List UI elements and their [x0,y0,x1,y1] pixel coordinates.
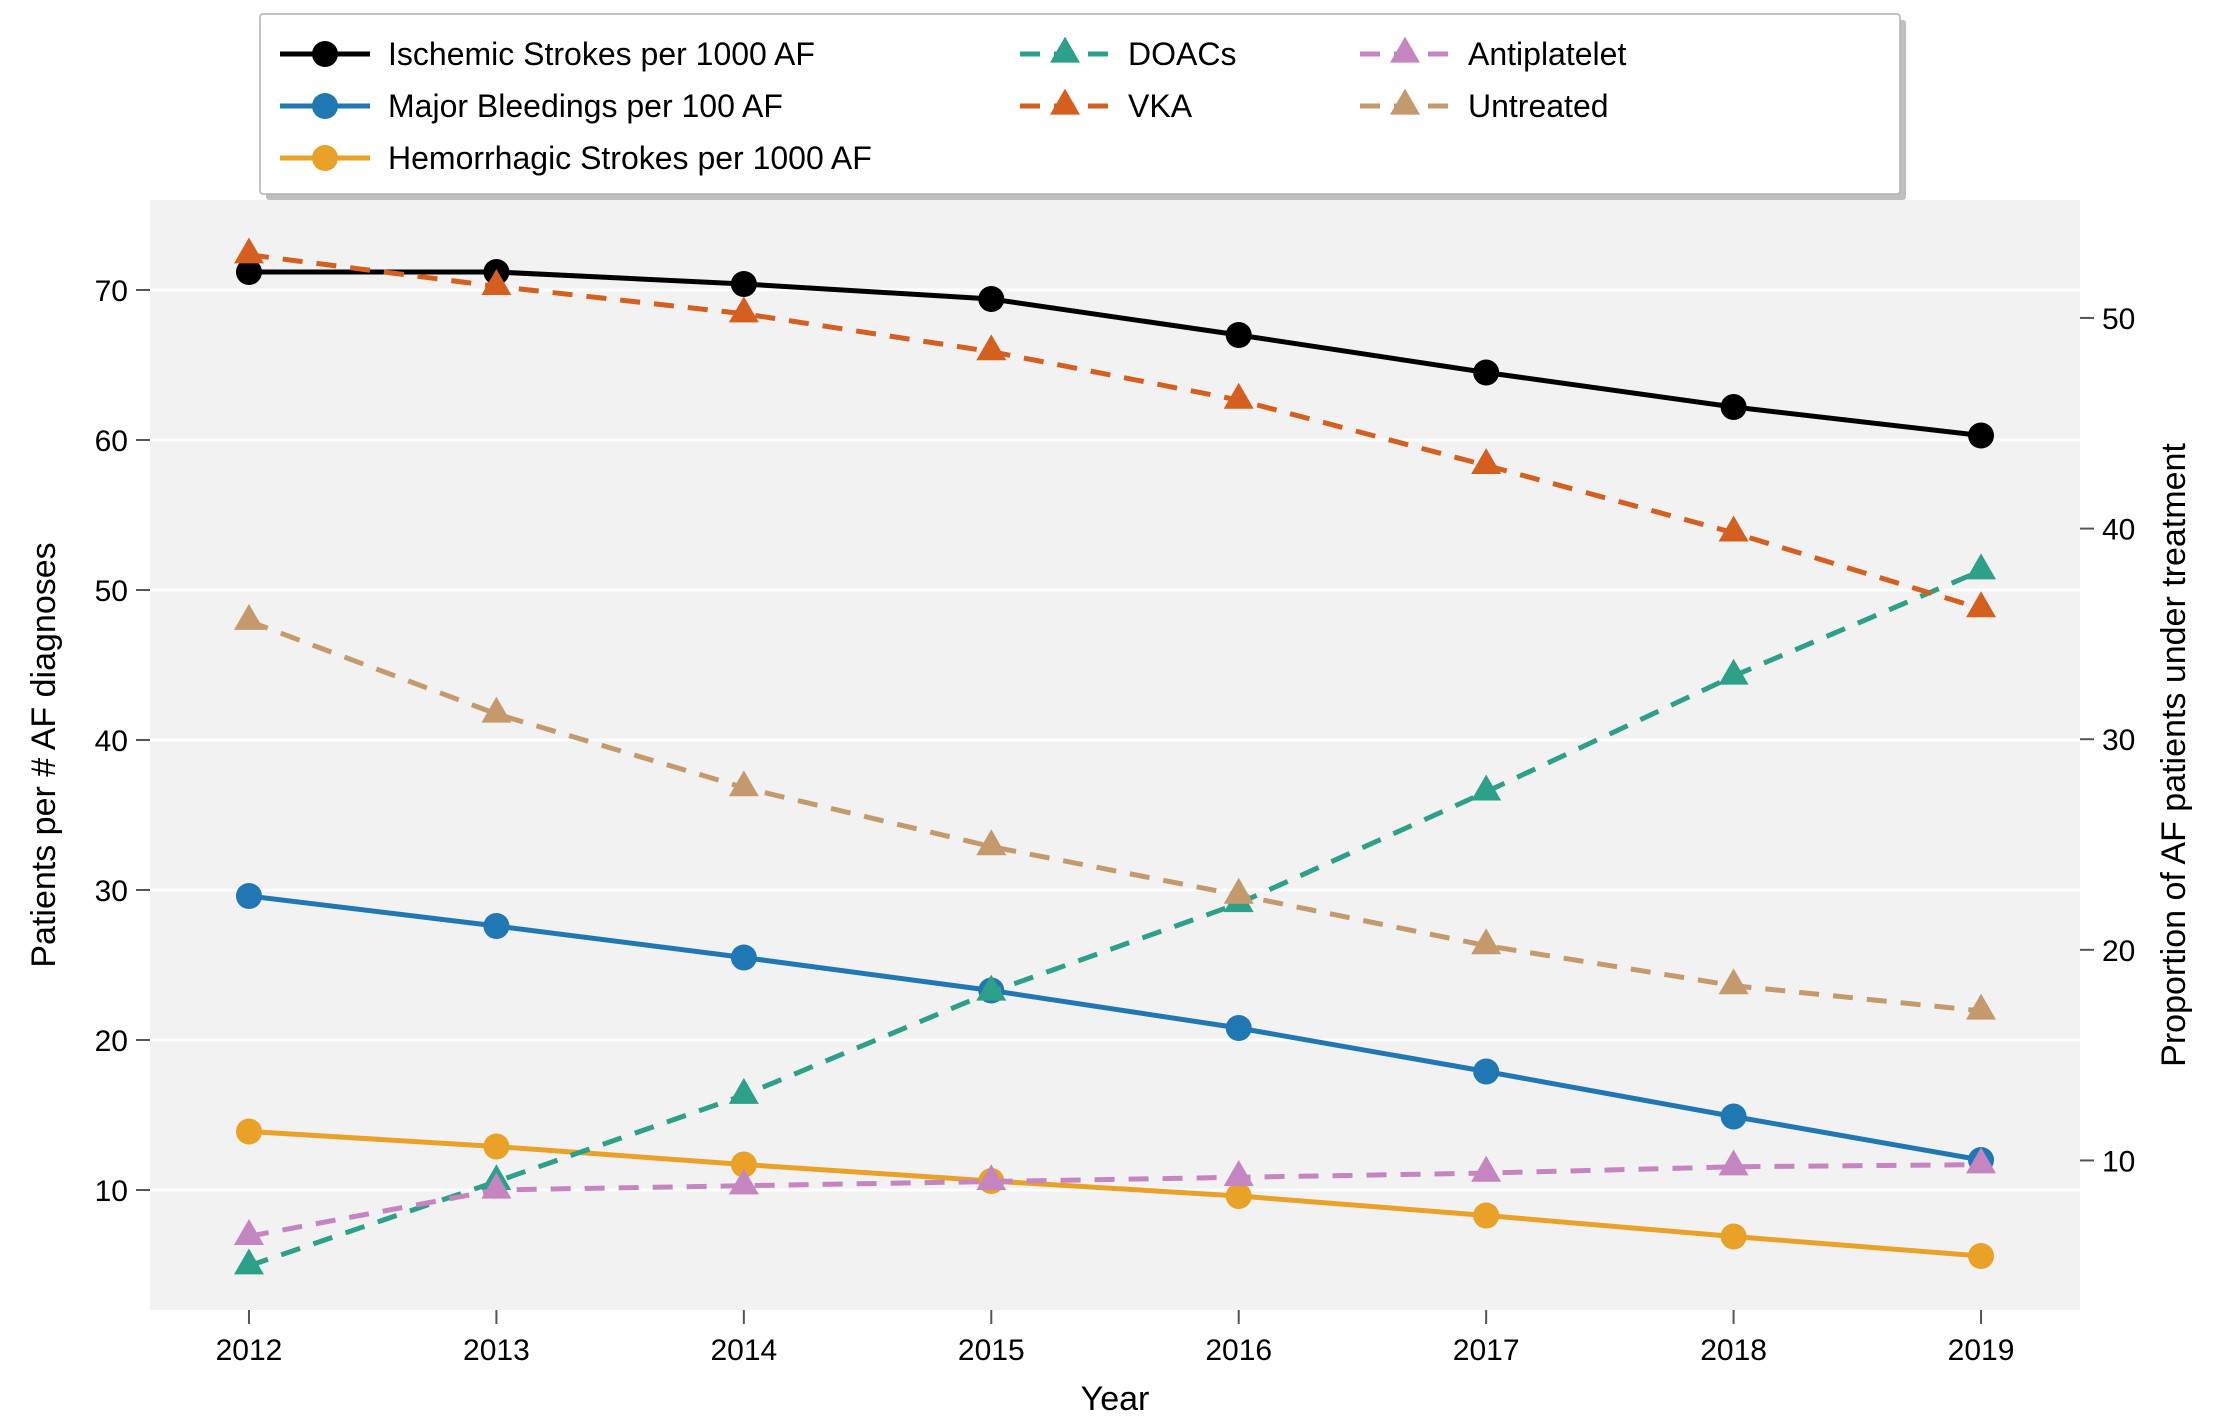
legend-label-vka: VKA [1128,88,1193,124]
legend-label-hem_stroke: Hemorrhagic Strokes per 1000 AF [388,140,872,176]
point-hem_stroke [1721,1224,1747,1250]
y-left-tick-label: 10 [95,1175,128,1208]
y-right-tick-label: 40 [2102,514,2135,547]
point-ischemic [731,271,757,297]
x-axis-label: Year [1081,1380,1150,1418]
af-treatment-chart: 10203040506070 1020304050 20122013201420… [0,0,2228,1423]
y-axis-right-ticks: 10 20 30 40 50 [2080,303,2135,1179]
legend-label-doacs: DOACs [1128,36,1236,72]
legend-marker-major_bleed [312,93,338,119]
y-right-tick-label: 50 [2102,303,2135,336]
y-axis-left-label: Patients per # AF diagnoses [25,542,63,967]
point-major_bleed [731,945,757,971]
y-left-tick-label: 70 [95,275,128,308]
x-tick-label: 2017 [1453,1334,1520,1367]
point-ischemic [1968,423,1994,449]
y-left-tick-label: 40 [95,725,128,758]
point-major_bleed [1473,1059,1499,1085]
y-axis-left-ticks: 10 20 30 40 50 60 70 [95,275,150,1208]
x-tick-label: 2015 [958,1334,1025,1367]
y-left-tick-label: 30 [95,875,128,908]
point-hem_stroke [483,1134,509,1160]
x-axis-ticks: 2012 2013 2014 2015 2016 2017 2018 2019 [216,1310,2015,1367]
y-left-tick-label: 50 [95,575,128,608]
x-tick-label: 2014 [710,1334,777,1367]
point-hem_stroke [236,1119,262,1145]
y-right-tick-label: 10 [2102,1145,2135,1178]
x-tick-label: 2013 [463,1334,530,1367]
point-hem_stroke [1968,1243,1994,1269]
legend-label-antiplatelet: Antiplatelet [1468,36,1626,72]
y-left-tick-label: 20 [95,1025,128,1058]
x-tick-label: 2019 [1948,1334,2015,1367]
point-ischemic [1226,322,1252,348]
y-right-tick-label: 30 [2102,724,2135,757]
point-major_bleed [1721,1104,1747,1130]
point-hem_stroke [1226,1183,1252,1209]
legend-marker-hem_stroke [312,145,338,171]
x-tick-label: 2018 [1700,1334,1767,1367]
legend-label-major_bleed: Major Bleedings per 100 AF [388,88,783,124]
y-axis-right-label: Proportion of AF patients under treatmen… [2155,443,2193,1067]
x-tick-label: 2012 [216,1334,283,1367]
legend-label-ischemic: Ischemic Strokes per 1000 AF [388,36,815,72]
point-ischemic [1473,360,1499,386]
y-right-tick-label: 20 [2102,935,2135,968]
point-major_bleed [1226,1015,1252,1041]
point-major_bleed [483,913,509,939]
legend-label-untreated: Untreated [1468,88,1609,124]
y-left-tick-label: 60 [95,425,128,458]
legend: Ischemic Strokes per 1000 AF Major Bleedi… [260,14,1906,200]
point-ischemic [978,286,1004,312]
point-hem_stroke [1473,1203,1499,1229]
point-ischemic [1721,394,1747,420]
point-major_bleed [236,883,262,909]
legend-marker-ischemic [312,41,338,67]
x-tick-label: 2016 [1205,1334,1272,1367]
